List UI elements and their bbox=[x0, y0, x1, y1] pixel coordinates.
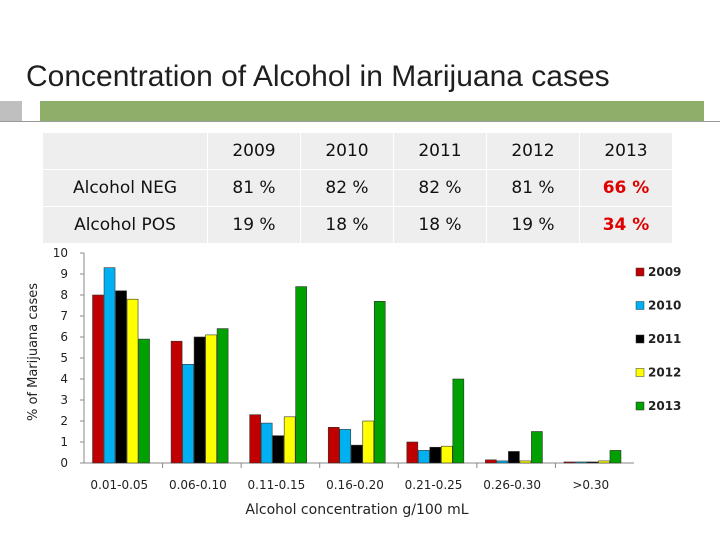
legend-label: 2010 bbox=[648, 299, 681, 313]
bar bbox=[126, 298, 139, 464]
legend-swatch bbox=[635, 267, 645, 277]
bar bbox=[563, 461, 576, 464]
title-accent-green bbox=[40, 101, 704, 121]
bar bbox=[485, 459, 497, 464]
y-tick-label: 7 bbox=[60, 309, 68, 323]
x-tick-label: 0.16-0.20 bbox=[326, 478, 384, 492]
bar bbox=[609, 450, 622, 464]
table-header-row: 2009 2010 2011 2012 2013 bbox=[42, 132, 673, 170]
y-tick-label: 0 bbox=[60, 456, 68, 470]
bar bbox=[586, 461, 599, 464]
table-year-header: 2012 bbox=[486, 132, 580, 170]
bar bbox=[216, 328, 229, 464]
table-row: Alcohol NEG 81 % 82 % 82 % 81 % 66 % bbox=[42, 169, 673, 207]
table-cell: 19 % bbox=[486, 206, 580, 244]
x-tick-label: 0.01-0.05 bbox=[90, 478, 148, 492]
bar bbox=[373, 300, 386, 464]
table-cell: 81 % bbox=[486, 169, 580, 207]
y-axis-label: % of Marijuana cases bbox=[26, 283, 41, 421]
x-tick-label: 0.06-0.10 bbox=[169, 478, 227, 492]
bar bbox=[170, 340, 183, 464]
table-year-header: 2009 bbox=[207, 132, 301, 170]
bar bbox=[115, 290, 127, 464]
table-cell-highlight: 34 % bbox=[579, 206, 673, 244]
bar bbox=[205, 334, 217, 464]
bar bbox=[182, 363, 194, 464]
legend-label: 2009 bbox=[648, 265, 681, 279]
legend-swatch bbox=[635, 334, 645, 344]
bar bbox=[339, 429, 352, 464]
bar bbox=[429, 446, 442, 464]
bar bbox=[496, 460, 509, 464]
table-row-label: Alcohol POS bbox=[42, 206, 208, 244]
plot-area: 0 1 2 3 4 5 6 7 8 9 10 0.01-0.05 0.06-0.10 0.11-0.15 0… bbox=[53, 246, 634, 492]
bar bbox=[575, 461, 587, 464]
bar bbox=[519, 460, 532, 464]
bar bbox=[508, 451, 520, 464]
table-cell: 19 % bbox=[207, 206, 301, 244]
bar bbox=[193, 336, 206, 464]
y-tick-label: 4 bbox=[60, 372, 68, 386]
bar bbox=[406, 441, 419, 464]
y-tick-label: 10 bbox=[53, 246, 68, 260]
table-row: Alcohol POS 19 % 18 % 18 % 19 % 34 % bbox=[42, 206, 673, 244]
table-corner-cell bbox=[42, 132, 208, 170]
bar bbox=[598, 460, 610, 464]
table-cell: 82 % bbox=[300, 169, 394, 207]
title-underline bbox=[0, 121, 720, 122]
table-year-header: 2010 bbox=[300, 132, 394, 170]
table-cell: 81 % bbox=[207, 169, 301, 207]
legend-swatch bbox=[635, 301, 645, 310]
y-tick-label: 5 bbox=[60, 351, 68, 365]
bar bbox=[531, 431, 543, 464]
title-accent-gray bbox=[0, 101, 22, 121]
table-year-header: 2013 bbox=[579, 132, 673, 170]
legend-swatch bbox=[635, 368, 645, 377]
bar bbox=[283, 416, 296, 464]
bar bbox=[418, 450, 430, 464]
y-tick-label: 3 bbox=[60, 393, 68, 407]
y-tick-label: 8 bbox=[60, 288, 68, 302]
x-tick-label: 0.11-0.15 bbox=[248, 478, 306, 492]
table-year-header: 2011 bbox=[393, 132, 487, 170]
table-cell: 82 % bbox=[393, 169, 487, 207]
bar bbox=[350, 444, 363, 464]
bar bbox=[260, 422, 273, 464]
x-tick-label: 0.26-0.30 bbox=[483, 478, 541, 492]
bar bbox=[103, 267, 116, 464]
title-accent-gap bbox=[22, 101, 40, 121]
x-axis-label: Alcohol concentration g/100 mL bbox=[245, 502, 468, 518]
alcohol-summary-table: 2009 2010 2011 2012 2013 Alcohol NEG 81 … bbox=[42, 132, 673, 244]
bar bbox=[441, 445, 453, 464]
bar bbox=[249, 414, 261, 464]
bar bbox=[272, 435, 284, 464]
legend-label: 2013 bbox=[648, 399, 681, 413]
y-tick-label: 9 bbox=[60, 267, 68, 281]
bar bbox=[452, 378, 465, 464]
page-title: Concentration of Alcohol in Marijuana ca… bbox=[26, 60, 610, 93]
x-tick-label: >0.30 bbox=[572, 478, 609, 492]
legend-label: 2012 bbox=[648, 366, 681, 380]
legend-swatch bbox=[635, 401, 645, 411]
legend-label: 2011 bbox=[648, 332, 681, 346]
table-cell: 18 % bbox=[300, 206, 394, 244]
y-tick-label: 2 bbox=[60, 414, 68, 428]
bar bbox=[295, 286, 307, 464]
bar bbox=[327, 426, 340, 464]
bar bbox=[362, 420, 375, 464]
table-cell-highlight: 66 % bbox=[579, 169, 673, 207]
bar bbox=[92, 294, 104, 464]
bar bbox=[138, 338, 150, 464]
y-tick-label: 1 bbox=[60, 435, 68, 449]
legend: 2009 2010 2011 2012 2013 bbox=[635, 265, 681, 413]
y-tick-label: 6 bbox=[60, 330, 68, 344]
x-tick-label: 0.21-0.25 bbox=[405, 478, 463, 492]
